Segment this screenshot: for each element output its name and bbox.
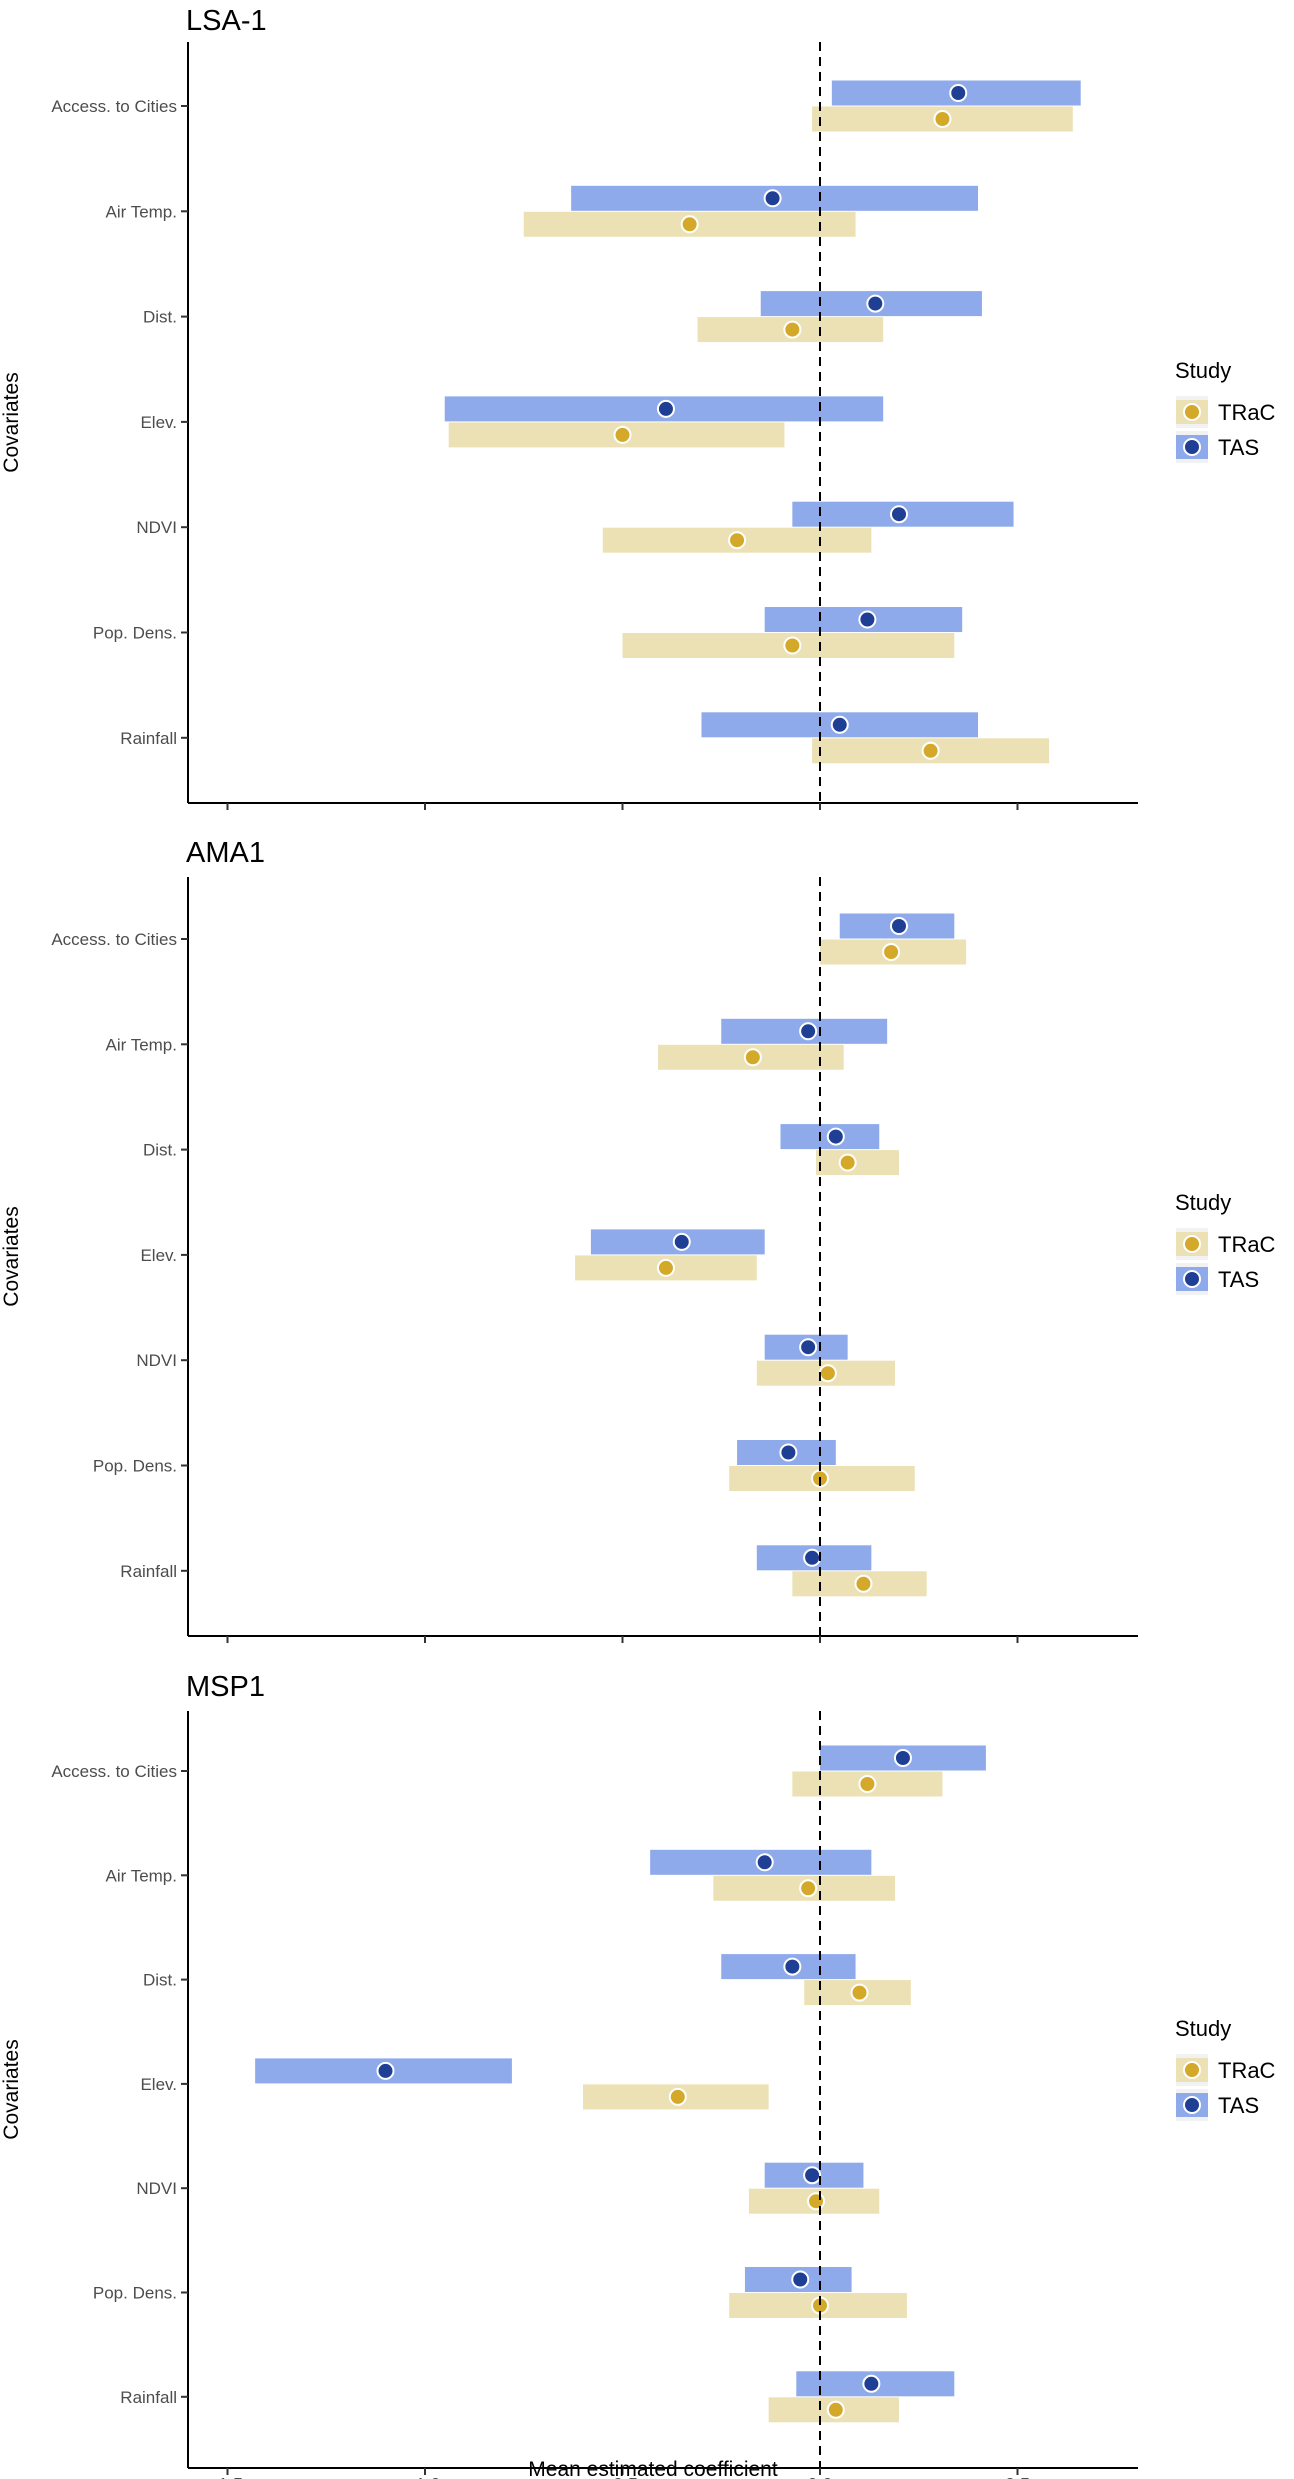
point-msp1-trac-3 [668,2087,687,2106]
point-ama1-trac-3 [656,1258,675,1277]
point-ama1-trac-1 [743,1048,762,1067]
x-axis-title: Mean estimated coefficient [528,2458,778,2479]
legend-label-msp1-tas: TAS [1218,2093,1259,2118]
x-tick-label-4: 0.5 [1005,2475,1030,2479]
legend-label-ama1-trac: TRaC [1218,1232,1276,1257]
point-msp1-trac-0 [858,1775,877,1793]
covariate-label-ama1-5: Pop. Dens. [93,1457,177,1476]
point-msp1-trac-4 [807,2192,826,2211]
point-msp1-tas-5 [791,2270,810,2289]
y-axis-title-ama1: Covariates [0,1206,23,1306]
covariate-label-ama1-1: Air Temp. [106,1035,178,1054]
point-ama1-tas-2 [826,1127,845,1146]
covariate-label-ama1-2: Dist. [143,1141,177,1160]
panel-title-msp1: MSP1 [186,1671,265,1703]
covariate-label-msp1-5: Pop. Dens. [93,2284,177,2303]
legend-title-lsa-1: Study [1175,358,1231,383]
point-lsa-1-tas-2 [866,294,885,313]
point-lsa-1-tas-3 [656,399,675,418]
point-msp1-tas-4 [803,2166,822,2185]
point-ama1-trac-4 [818,1364,837,1383]
point-msp1-tas-6 [862,2374,881,2393]
point-lsa-1-trac-6 [921,741,940,760]
panel-title-lsa-1: LSA-1 [186,5,267,37]
covariate-label-ama1-3: Elev. [140,1246,177,1265]
covariate-label-lsa-1-6: Rainfall [120,729,177,748]
point-msp1-trac-1 [799,1879,818,1898]
covariate-label-lsa-1-3: Elev. [140,413,177,432]
point-msp1-trac-2 [850,1983,869,2002]
legend-key-point-msp1-1 [1183,2096,1201,2114]
covariate-label-msp1-4: NDVI [136,2179,177,2198]
point-ama1-tas-6 [803,1548,822,1567]
covariate-label-msp1-6: Rainfall [120,2388,177,2407]
point-msp1-tas-3 [376,2061,395,2080]
legend-key-point-lsa-1-0 [1183,403,1201,421]
legend-key-point-lsa-1-1 [1183,438,1201,456]
covariate-label-msp1-3: Elev. [140,2075,177,2094]
covariate-label-ama1-4: NDVI [136,1351,177,1370]
covariate-label-ama1-6: Rainfall [120,1562,177,1581]
covariate-label-lsa-1-5: Pop. Dens. [93,624,177,643]
point-lsa-1-tas-4 [890,505,908,524]
legend-label-msp1-trac: TRaC [1218,2058,1276,2083]
point-lsa-1-trac-3 [613,425,632,444]
point-ama1-trac-2 [838,1153,857,1172]
x-tick-label-0: -1.5 [212,2475,243,2479]
y-axis-title-lsa-1: Covariates [0,372,23,472]
point-lsa-1-tas-1 [763,189,782,208]
point-lsa-1-trac-4 [728,531,747,550]
legend-label-ama1-tas: TAS [1218,1267,1259,1292]
covariate-label-lsa-1-2: Dist. [143,308,177,327]
point-ama1-trac-6 [854,1574,873,1593]
point-ama1-tas-3 [672,1232,691,1251]
x-tick-label-1: -1.0 [409,2475,440,2479]
point-ama1-tas-5 [779,1443,798,1462]
point-lsa-1-tas-5 [858,610,877,629]
x-tick-label-2: -0.5 [607,2475,638,2479]
point-ama1-trac-0 [882,943,901,961]
x-tick-label-3: 0.0 [807,2475,832,2479]
panel-title-ama1: AMA1 [186,837,265,869]
covariate-label-ama1-0: Access. to Cities [51,930,177,949]
point-lsa-1-trac-1 [680,215,699,234]
legend-key-point-msp1-0 [1183,2061,1201,2079]
ci-band-ama1-trac-2 [816,1150,899,1176]
covariate-label-lsa-1-4: NDVI [136,518,177,537]
point-msp1-trac-6 [826,2400,845,2419]
y-axis-title-msp1: Covariates [0,2039,23,2139]
point-ama1-tas-4 [799,1338,818,1357]
point-msp1-tas-2 [783,1957,802,1976]
point-lsa-1-tas-0 [949,84,968,102]
legend-key-point-ama1-1 [1183,1270,1201,1288]
point-lsa-1-trac-0 [933,110,952,128]
point-lsa-1-trac-2 [783,320,802,339]
legend-key-point-ama1-0 [1183,1235,1201,1253]
point-lsa-1-tas-6 [830,715,849,734]
legend-title-msp1: Study [1175,2016,1231,2041]
covariate-label-lsa-1-1: Air Temp. [106,202,178,221]
point-msp1-tas-1 [755,1853,774,1872]
point-ama1-tas-0 [890,917,908,935]
legend-label-lsa-1-tas: TAS [1218,435,1259,460]
point-ama1-tas-1 [799,1022,818,1041]
covariate-label-msp1-2: Dist. [143,1971,177,1990]
covariate-label-msp1-1: Air Temp. [106,1866,178,1885]
covariate-label-msp1-0: Access. to Cities [51,1762,177,1781]
legend-label-lsa-1-trac: TRaC [1218,400,1276,425]
legend-title-ama1: Study [1175,1190,1231,1215]
point-msp1-tas-0 [893,1749,912,1767]
covariate-label-lsa-1-0: Access. to Cities [51,97,177,116]
point-lsa-1-trac-5 [783,636,802,655]
